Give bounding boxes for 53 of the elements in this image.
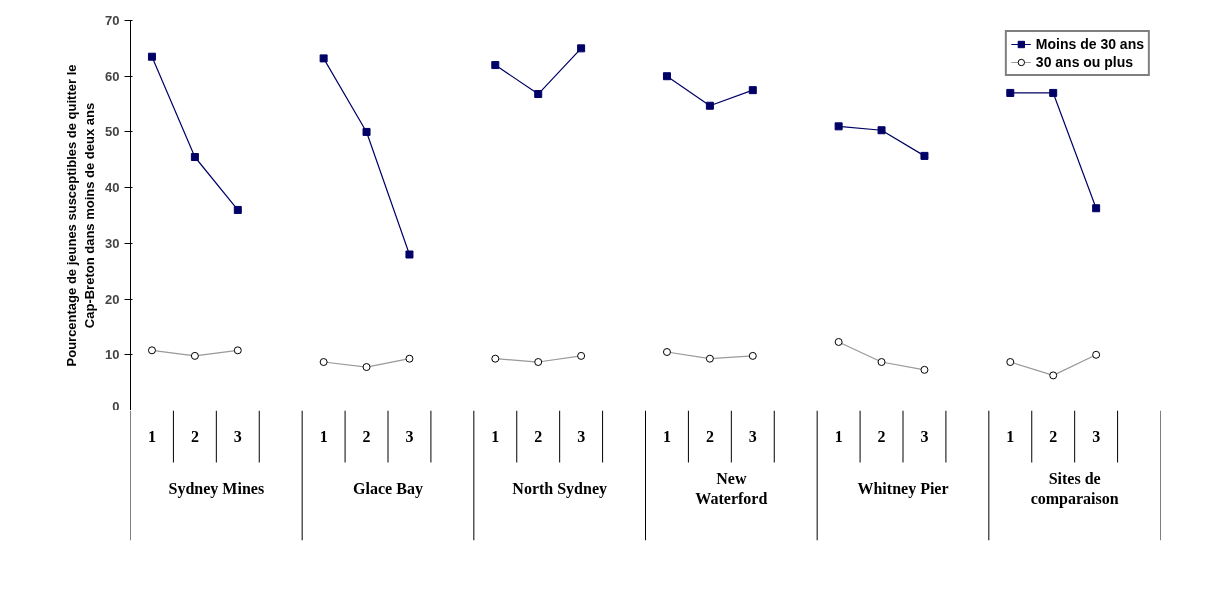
point — [405, 250, 414, 259]
x-tick-label: 2 — [705, 428, 714, 445]
x-tick-label: 2 — [362, 428, 371, 445]
x-tick-label: 1 — [1006, 428, 1015, 445]
point — [233, 205, 242, 214]
x-tick-label: 2 — [190, 428, 199, 445]
x-tick-label: 3 — [233, 428, 242, 445]
point — [1092, 204, 1101, 213]
x-tick-label: 2 — [534, 428, 543, 445]
y-tick-label: 20 — [105, 291, 120, 307]
point — [1049, 88, 1058, 97]
point — [705, 101, 714, 110]
x-tick-label: 3 — [748, 428, 757, 445]
x-tick-label: 3 — [577, 428, 586, 445]
y-axis-title: Pourcentage de jeunes susceptibles de quitter le Cap-Breton dans moins de deux ans — [64, 64, 98, 367]
x-tick-label: 1 — [319, 428, 328, 445]
text: Whitney Pier — [857, 480, 949, 498]
point — [1006, 88, 1015, 97]
legend-label: Moins de 30 ans — [1035, 36, 1144, 52]
legend-label: 30 ans ou plus — [1035, 54, 1134, 70]
point — [748, 86, 757, 95]
text: Glace Bay — [353, 480, 423, 498]
point — [877, 126, 886, 135]
y-tick-label: 70 — [105, 13, 120, 28]
x-tick-label: 1 — [662, 428, 671, 445]
x-tick-label: 1 — [147, 428, 156, 445]
x-tick-label: 3 — [405, 428, 414, 445]
y-tick-label: 10 — [105, 347, 120, 363]
point — [662, 72, 671, 81]
y-tick-label: 60 — [105, 68, 120, 84]
point — [534, 90, 543, 99]
x-tick-label: 3 — [920, 428, 929, 445]
x-tick-label: 3 — [1092, 428, 1101, 445]
point — [319, 54, 328, 63]
point — [491, 61, 500, 70]
point — [920, 151, 929, 160]
point — [147, 52, 156, 61]
x-tick-label: 2 — [877, 428, 886, 445]
text: Sites de comparaison — [1030, 469, 1119, 509]
point — [190, 153, 199, 161]
text: Sydney Mines — [168, 480, 265, 498]
text: New Waterford — [695, 469, 768, 508]
point — [834, 122, 843, 131]
x-tick-label: 1 — [491, 428, 500, 445]
text: North Sydney — [512, 480, 608, 498]
y-tick-label: 50 — [105, 124, 120, 140]
y-tick-label: 40 — [105, 180, 120, 196]
point — [577, 44, 586, 53]
x-tick-label: 1 — [834, 428, 843, 445]
y-tick-label: 0 — [112, 398, 120, 414]
point — [362, 127, 371, 136]
y-tick-label: 30 — [105, 235, 120, 251]
x-tick-label: 2 — [1049, 428, 1058, 445]
